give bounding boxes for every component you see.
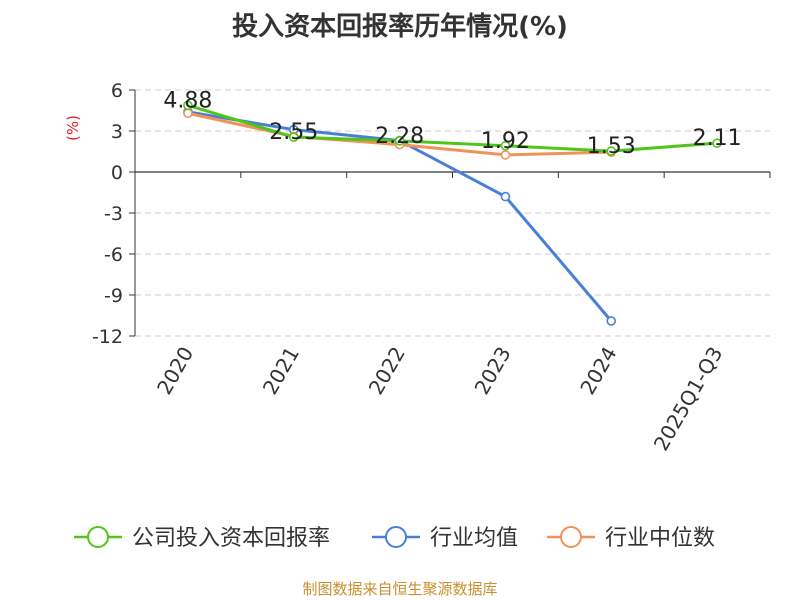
y-tick-label: 0 [111, 162, 123, 184]
legend-item-0[interactable]: 公司投入资本回报率 [74, 526, 330, 551]
data-labels: 4.88 2.55 2.28 1.92 1.53 2.11 [163, 88, 741, 159]
legend-item-2[interactable]: 行业中位数 [547, 526, 715, 551]
x-tick-label: 2023 [470, 342, 516, 398]
legend-item-1[interactable]: 行业均值 [372, 526, 518, 551]
grid-lines [135, 89, 770, 337]
data-point[interactable] [500, 150, 511, 160]
data-point[interactable] [606, 146, 617, 156]
legend-marker [87, 526, 109, 548]
y-tick-label: 3 [111, 121, 123, 143]
data-label: 2.55 [269, 120, 318, 145]
y-axis-label: (%) [64, 115, 82, 141]
series-line-0 [187, 103, 718, 153]
y-tick-label: -3 [104, 203, 123, 225]
y-tick-label: -12 [92, 326, 123, 348]
x-tick-label: 2025Q1-Q3 [649, 343, 728, 455]
legend-label: 行业均值 [430, 526, 518, 551]
y-tick-label: -9 [104, 285, 123, 307]
data-label: 1.53 [587, 134, 636, 159]
series-lines [183, 100, 722, 326]
chart-title: 投入资本回报率历年情况(%) [232, 12, 568, 42]
y-tick-label: -6 [104, 244, 123, 266]
legend-marker [560, 526, 582, 548]
data-point[interactable] [394, 136, 405, 146]
data-point[interactable] [500, 191, 511, 202]
data-point[interactable] [606, 316, 617, 326]
x-tick-label: 2024 [575, 343, 621, 399]
legend-marker [385, 526, 407, 548]
data-point[interactable] [183, 100, 193, 111]
data-label: 2.28 [375, 124, 424, 149]
data-label: 1.92 [481, 129, 530, 154]
legend-label: 行业中位数 [605, 526, 715, 551]
x-tick-label: 2022 [364, 343, 410, 399]
legend[interactable]: 公司投入资本回报率 行业均值 行业中位数 [74, 526, 715, 551]
data-point[interactable] [500, 140, 511, 151]
data-point[interactable] [288, 132, 299, 142]
data-point[interactable] [712, 138, 722, 148]
legend-label: 公司投入资本回报率 [132, 526, 330, 551]
axes: 6 3 0 -3 -6 -9 -12 2020 2021 2022 2023 2024 2025Q1-Q… [92, 80, 771, 455]
data-label: 4.88 [163, 88, 212, 113]
x-tick-label: 2021 [258, 343, 304, 399]
data-label: 2.11 [693, 126, 742, 151]
y-tick-label: 6 [111, 80, 123, 102]
source-note: 制图数据来自恒生聚源数据库 [302, 580, 498, 598]
x-tick-label: 2020 [152, 343, 198, 399]
